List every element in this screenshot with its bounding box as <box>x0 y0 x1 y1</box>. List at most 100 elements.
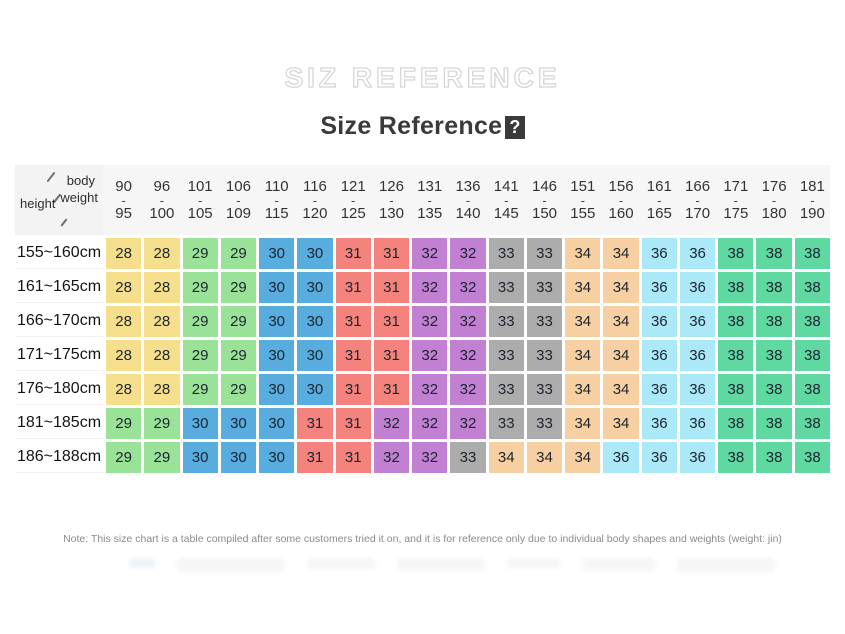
size-cell: 33 <box>488 408 524 439</box>
size-cell: 36 <box>641 272 677 303</box>
size-cell: 34 <box>565 306 601 337</box>
size-cell: 31 <box>297 408 333 439</box>
size-cell: 30 <box>259 238 295 269</box>
size-cell: 38 <box>718 442 754 473</box>
size-cell: 29 <box>182 238 218 269</box>
table-row: 176~180cm 28 28 29 29 30 30 31 31 32 32 33 33 34 34 36 3… <box>15 374 830 405</box>
size-cell: 30 <box>297 340 333 371</box>
weight-column-header: 131-135 <box>417 178 443 222</box>
size-cell: 30 <box>259 306 295 337</box>
size-cell: 32 <box>450 374 486 405</box>
size-cell: 38 <box>756 340 792 371</box>
height-row-label: 155~160cm <box>15 238 103 269</box>
size-cell: 38 <box>718 306 754 337</box>
weight-column-header: 161-165 <box>646 178 672 222</box>
table-row: 186~188cm 29 29 30 30 30 31 31 32 32 33 34 34 34 36 36 3… <box>15 442 830 473</box>
size-cell: 29 <box>106 408 142 439</box>
size-cell: 36 <box>641 408 677 439</box>
size-cell: 33 <box>450 442 486 473</box>
size-cell: 30 <box>220 442 257 473</box>
size-cell: 33 <box>488 340 524 371</box>
size-cell: 32 <box>373 442 410 473</box>
size-cell: 33 <box>488 374 524 405</box>
size-cell: 31 <box>373 374 410 405</box>
size-cell: 34 <box>603 408 639 439</box>
size-cell: 38 <box>718 238 754 269</box>
height-row-label: 176~180cm <box>15 374 103 405</box>
size-cell: 32 <box>450 272 486 303</box>
size-cell: 33 <box>526 272 563 303</box>
page-title-text: Size Reference <box>320 112 503 140</box>
size-cell: 38 <box>794 340 830 371</box>
height-row-label: 186~188cm <box>15 442 103 473</box>
size-cell: 38 <box>756 238 792 269</box>
footnote: Note: This size chart is a table compile… <box>63 533 782 545</box>
size-cell: 38 <box>794 306 830 337</box>
size-cell: 32 <box>412 374 448 405</box>
corner-label-body: body <box>66 173 95 188</box>
weight-column-header: 176-180 <box>761 178 787 222</box>
size-cell: 31 <box>373 238 410 269</box>
size-cell: 33 <box>488 238 524 269</box>
size-cell: 29 <box>220 340 257 371</box>
size-cell: 34 <box>603 306 639 337</box>
size-cell: 32 <box>412 272 448 303</box>
size-cell: 36 <box>679 442 716 473</box>
weight-column-header: 96-100 <box>149 178 175 222</box>
table-row: 181~185cm 29 29 30 30 30 31 31 32 32 32 33 33 34 34 36 3… <box>15 408 830 439</box>
size-cell: 29 <box>144 408 180 439</box>
page-title: Size Reference? <box>0 112 845 141</box>
size-cell: 38 <box>794 272 830 303</box>
size-cell: 29 <box>182 272 218 303</box>
size-cell: 28 <box>106 306 142 337</box>
weight-column-header: 121-125 <box>340 178 366 222</box>
size-cell: 34 <box>603 238 639 269</box>
size-cell: 36 <box>641 442 677 473</box>
weight-column-header: 126-130 <box>378 178 404 222</box>
size-cell: 31 <box>335 238 371 269</box>
smudge <box>130 558 156 568</box>
weight-column-header: 151-155 <box>570 178 596 222</box>
missing-glyph-box: ? <box>505 116 525 139</box>
size-cell: 36 <box>641 340 677 371</box>
size-cell: 38 <box>718 374 754 405</box>
size-cell: 31 <box>373 306 410 337</box>
weight-column-header: 101-105 <box>187 178 213 222</box>
size-cell: 36 <box>679 272 716 303</box>
smudge <box>306 558 375 569</box>
size-cell: 29 <box>106 442 142 473</box>
size-cell: 36 <box>641 374 677 405</box>
size-cell: 38 <box>794 238 830 269</box>
weight-column-header: 136-140 <box>455 178 481 222</box>
size-cell: 31 <box>373 340 410 371</box>
height-row-label: 166~170cm <box>15 306 103 337</box>
size-cell: 33 <box>526 306 563 337</box>
size-cell: 30 <box>182 442 218 473</box>
size-cell: 31 <box>335 408 371 439</box>
size-cell: 38 <box>756 374 792 405</box>
size-cell: 29 <box>182 306 218 337</box>
table-row: 166~170cm 28 28 29 29 30 30 31 31 32 32 33 33 34 34 36 3… <box>15 306 830 337</box>
size-cell: 38 <box>794 374 830 405</box>
size-cell: 34 <box>565 340 601 371</box>
size-cell: 32 <box>412 442 448 473</box>
size-cell: 32 <box>412 340 448 371</box>
weight-column-header: 110-115 <box>264 178 289 222</box>
size-cell: 29 <box>182 340 218 371</box>
weight-column-header: 106-109 <box>225 178 251 222</box>
weight-column-header: 141-145 <box>493 178 519 222</box>
smudge <box>582 558 656 571</box>
size-cell: 30 <box>297 374 333 405</box>
size-cell: 34 <box>603 272 639 303</box>
table-row: 155~160cm 28 28 29 29 30 30 31 31 32 32 33 33 34 34 36 3… <box>15 238 830 269</box>
size-cell: 38 <box>718 272 754 303</box>
size-cell: 36 <box>641 306 677 337</box>
smudge <box>396 558 485 571</box>
corner-label-weight: weight <box>60 190 98 205</box>
size-cell: 33 <box>526 374 563 405</box>
size-cell: 34 <box>565 408 601 439</box>
size-cell: 31 <box>335 272 371 303</box>
size-cell: 31 <box>373 272 410 303</box>
diagonal-divider-stroke <box>60 218 68 227</box>
size-cell: 38 <box>756 408 792 439</box>
